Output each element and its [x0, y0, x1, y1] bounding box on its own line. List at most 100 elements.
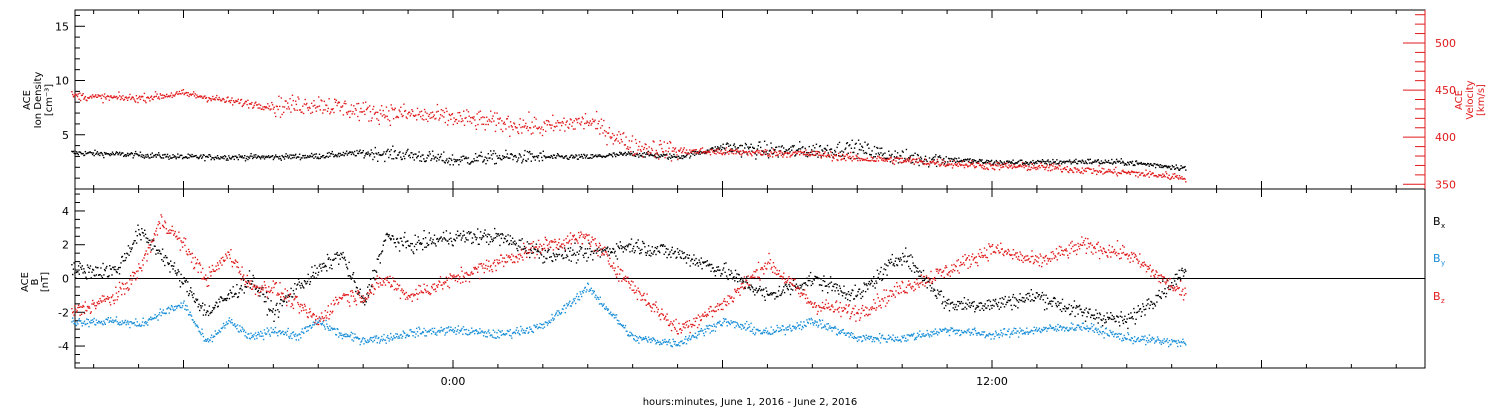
b-bx-point	[623, 247, 624, 248]
velocity-point	[512, 129, 513, 130]
top-right-axis-label: ACE	[1454, 90, 1465, 110]
b-by-point	[186, 309, 187, 310]
velocity-point	[875, 160, 876, 161]
b-by-point	[202, 333, 203, 334]
b-bx-point	[188, 295, 189, 296]
b-bx-point	[273, 308, 274, 309]
velocity-point	[1085, 168, 1086, 169]
density-point	[820, 145, 821, 146]
velocity-point	[749, 151, 750, 152]
velocity-point	[82, 95, 83, 96]
density-point	[599, 154, 600, 155]
b-bx-point	[1008, 296, 1009, 297]
velocity-point	[833, 158, 834, 159]
b-bx-point	[426, 246, 427, 247]
b-bx-point	[395, 246, 396, 247]
density-point	[628, 151, 629, 152]
b-bx-point	[231, 292, 232, 293]
velocity-point	[278, 96, 279, 97]
density-point	[939, 155, 940, 156]
density-point	[314, 154, 315, 155]
velocity-point	[643, 149, 644, 150]
velocity-point	[638, 146, 639, 147]
b-bx-point	[997, 306, 998, 307]
velocity-point	[1024, 167, 1025, 168]
velocity-point	[1053, 163, 1054, 164]
b-by-point	[382, 340, 383, 341]
b-by-point	[115, 319, 116, 320]
velocity-point	[327, 111, 328, 112]
b-bx-point	[590, 254, 591, 255]
velocity-point	[951, 163, 952, 164]
velocity-point	[258, 107, 259, 108]
density-point	[500, 158, 501, 159]
density-point	[967, 158, 968, 159]
b-bx-point	[574, 253, 575, 254]
velocity-point	[832, 156, 833, 157]
b-by-point	[430, 329, 431, 330]
b-by-point	[148, 319, 149, 320]
velocity-point	[493, 120, 494, 121]
velocity-point	[223, 99, 224, 100]
density-point	[216, 158, 217, 159]
velocity-point	[1067, 166, 1068, 167]
b-bx-point	[117, 269, 118, 270]
velocity-point	[505, 128, 506, 129]
velocity-point	[672, 147, 673, 148]
b-bx-point	[909, 268, 910, 269]
velocity-point	[778, 151, 779, 152]
b-bx-point	[465, 237, 466, 238]
b-by-point	[174, 306, 175, 307]
velocity-point	[180, 93, 181, 94]
velocity-point	[870, 160, 871, 161]
velocity-point	[215, 99, 216, 100]
b-bx-point	[707, 260, 708, 261]
b-bx-point	[541, 254, 542, 255]
b-bx-point	[501, 238, 502, 239]
top-right-axis-label: [km/s]	[1476, 84, 1487, 116]
b-bx-point	[580, 248, 581, 249]
b-by-point	[391, 337, 392, 338]
b-by-point	[154, 317, 155, 318]
b-bx-point	[1096, 317, 1097, 318]
velocity-point	[1176, 175, 1177, 176]
density-point	[114, 154, 115, 155]
density-point	[1172, 165, 1173, 166]
density-point	[1028, 164, 1029, 165]
b-by-point	[215, 330, 216, 331]
b-by-point	[201, 329, 202, 330]
b-bx-point	[992, 305, 993, 306]
b-bx-point	[904, 261, 905, 262]
velocity-point	[481, 124, 482, 125]
b-bx-point	[792, 289, 793, 290]
b-bx-point	[133, 242, 134, 243]
density-point	[747, 146, 748, 147]
velocity-point	[630, 151, 631, 152]
b-bx-point	[1094, 314, 1095, 315]
velocity-point	[438, 119, 439, 120]
b-bx-point	[178, 269, 179, 270]
b-bx-point	[836, 287, 837, 288]
b-bx-point	[105, 267, 106, 268]
velocity-point	[883, 160, 884, 161]
b-bx-point	[646, 252, 647, 253]
velocity-point	[1001, 164, 1002, 165]
density-point	[1121, 158, 1122, 159]
b-bx-point	[549, 257, 550, 258]
b-bx-point	[1047, 298, 1048, 299]
b-bx-point	[746, 276, 747, 277]
b-bx-point	[1138, 311, 1139, 312]
density-point	[242, 156, 243, 157]
velocity-point	[509, 136, 510, 137]
density-point	[1145, 163, 1146, 164]
b-by-point	[254, 338, 255, 339]
b-bx-point	[771, 294, 772, 295]
b-bx-point	[309, 284, 310, 285]
velocity-point	[1076, 171, 1077, 172]
velocity-point	[154, 96, 155, 97]
b-bx-point	[335, 258, 336, 259]
b-bx-point	[580, 246, 581, 247]
b-bx-point	[189, 293, 190, 294]
b-bx-point	[352, 274, 353, 275]
density-point	[943, 158, 944, 159]
